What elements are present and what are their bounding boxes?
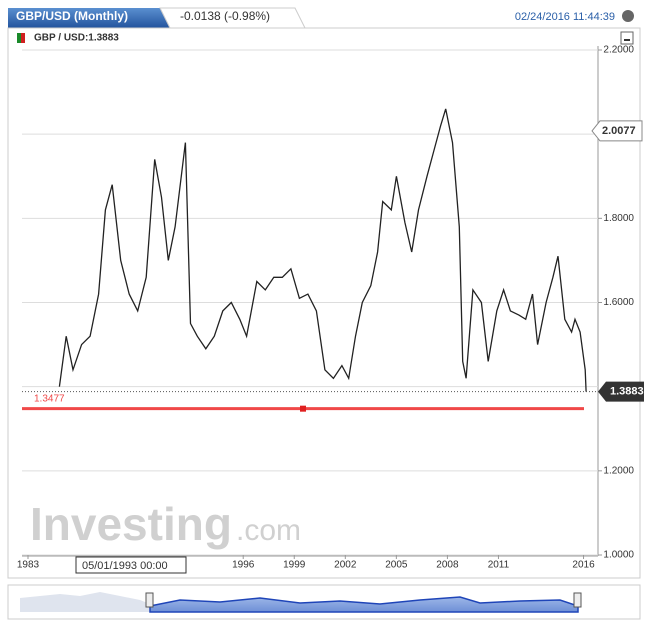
- title-tab: [8, 8, 170, 28]
- navigator-handle[interactable]: [573, 592, 582, 608]
- y-tick-label: 1.0000: [603, 550, 634, 561]
- x-tick-label: 2002: [334, 560, 357, 571]
- x-tick-label: 2005: [385, 560, 408, 571]
- crosshair-label: 05/01/1993 00:00: [82, 560, 168, 572]
- navigator-handle[interactable]: [145, 592, 154, 608]
- chart-title: GBP/USD (Monthly): [16, 9, 128, 23]
- navigator-range[interactable]: [149, 596, 579, 613]
- y-tick-label: 1.6000: [603, 297, 634, 308]
- x-tick-label: 1996: [232, 560, 255, 571]
- x-tick-label: 1999: [283, 560, 306, 571]
- crosshair-box: [75, 556, 187, 574]
- legend-swatch: [17, 33, 21, 43]
- watermark-suffix: .com: [236, 514, 301, 547]
- marker-price-tag: [591, 120, 643, 142]
- price-line: [58, 108, 587, 392]
- marker-price-label: 2.0077: [602, 125, 636, 137]
- watermark: Investing: [30, 498, 232, 550]
- refresh-icon[interactable]: [622, 10, 634, 22]
- legend-swatch: [21, 33, 25, 43]
- support-handle[interactable]: [300, 405, 306, 412]
- last-price-label: 1.3883: [610, 385, 644, 397]
- timestamp: 02/24/2016 11:44:39: [515, 11, 615, 23]
- change: -0.0138 (-0.98%): [180, 9, 270, 23]
- x-tick-label: 1983: [17, 560, 40, 571]
- navigator-history: [20, 592, 150, 612]
- legend: GBP / USD:1.3883: [34, 33, 119, 44]
- y-tick-label: 1.2000: [603, 465, 634, 476]
- y-tick-label: 2.2000: [603, 45, 634, 56]
- support-label: 1.3477: [34, 393, 65, 404]
- last-price-tag: [598, 381, 644, 402]
- y-tick-label: 1.8000: [603, 213, 634, 224]
- change-tab: [159, 7, 306, 29]
- collapse-button[interactable]: [620, 31, 634, 45]
- x-tick-label: 2008: [436, 560, 459, 571]
- x-tick-label: 2011: [488, 560, 510, 571]
- x-tick-label: 2016: [572, 560, 595, 571]
